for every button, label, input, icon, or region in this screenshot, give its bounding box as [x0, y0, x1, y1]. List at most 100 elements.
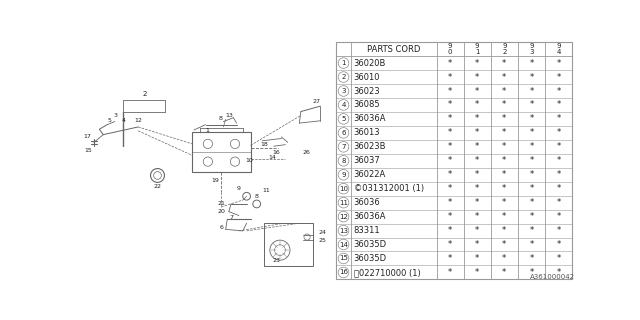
Text: 14: 14: [339, 242, 348, 247]
Text: *: *: [475, 142, 479, 151]
Text: *: *: [475, 254, 479, 263]
Text: *: *: [475, 198, 479, 207]
Text: *: *: [502, 226, 506, 235]
Text: 3: 3: [341, 88, 346, 94]
Text: 1: 1: [341, 60, 346, 66]
Text: *: *: [529, 268, 534, 277]
Text: 8: 8: [341, 158, 346, 164]
Text: *: *: [556, 240, 561, 249]
Bar: [193, 132, 250, 172]
Text: *: *: [556, 184, 561, 193]
Text: 36022A: 36022A: [353, 170, 386, 179]
Text: 25: 25: [319, 238, 326, 243]
Text: 21: 21: [218, 202, 226, 206]
Text: *: *: [448, 212, 452, 221]
Text: *: *: [448, 115, 452, 124]
Text: *: *: [502, 100, 506, 109]
Text: *: *: [502, 156, 506, 165]
Text: 36023: 36023: [353, 86, 380, 95]
Text: *: *: [529, 73, 534, 82]
Text: 11: 11: [262, 188, 270, 193]
Text: *: *: [448, 170, 452, 179]
Text: *: *: [556, 254, 561, 263]
Text: *: *: [475, 73, 479, 82]
Text: *: *: [529, 100, 534, 109]
Text: 36085: 36085: [353, 100, 380, 109]
Text: *: *: [448, 198, 452, 207]
Text: *: *: [448, 128, 452, 137]
Text: *: *: [556, 212, 561, 221]
Text: *: *: [475, 184, 479, 193]
Text: 14: 14: [268, 155, 276, 160]
Text: *: *: [475, 170, 479, 179]
Text: 24: 24: [319, 230, 326, 235]
Text: *: *: [502, 184, 506, 193]
Text: *: *: [502, 254, 506, 263]
Text: *: *: [556, 59, 561, 68]
Text: *: *: [475, 156, 479, 165]
Text: *: *: [502, 142, 506, 151]
Text: *: *: [529, 156, 534, 165]
Text: *: *: [529, 115, 534, 124]
Text: *: *: [475, 59, 479, 68]
Bar: [336, 42, 572, 279]
Text: 3: 3: [114, 113, 118, 118]
Text: *: *: [556, 156, 561, 165]
Text: 12: 12: [134, 118, 142, 123]
Text: *: *: [529, 212, 534, 221]
Text: 36037: 36037: [353, 156, 380, 165]
Text: 23: 23: [272, 258, 280, 263]
Text: *: *: [556, 100, 561, 109]
Text: *: *: [448, 226, 452, 235]
Text: 7: 7: [229, 214, 233, 220]
Text: PARTS CORD: PARTS CORD: [367, 45, 420, 54]
Text: *: *: [448, 268, 452, 277]
Text: *: *: [529, 240, 534, 249]
Text: 9
3: 9 3: [529, 43, 534, 55]
Text: *: *: [529, 170, 534, 179]
Text: *: *: [556, 268, 561, 277]
Bar: [264, 223, 312, 266]
Text: 13: 13: [225, 113, 233, 118]
Text: *: *: [475, 100, 479, 109]
Text: Ⓝ022710000 (1): Ⓝ022710000 (1): [353, 268, 420, 277]
Text: *: *: [556, 115, 561, 124]
Text: *: *: [556, 73, 561, 82]
Text: 2: 2: [142, 91, 147, 97]
Text: *: *: [475, 240, 479, 249]
Text: *: *: [529, 142, 534, 151]
Text: *: *: [448, 86, 452, 95]
Text: *: *: [529, 198, 534, 207]
Text: *: *: [502, 268, 506, 277]
Text: *: *: [448, 156, 452, 165]
Text: 26: 26: [302, 150, 310, 155]
Text: 36035D: 36035D: [353, 254, 387, 263]
Text: 16: 16: [339, 269, 348, 276]
Text: 27: 27: [312, 99, 321, 104]
Text: *: *: [502, 170, 506, 179]
Text: 16: 16: [272, 150, 280, 155]
Text: *: *: [502, 59, 506, 68]
Text: 9
4: 9 4: [556, 43, 561, 55]
Text: 18: 18: [260, 142, 268, 147]
Text: *: *: [529, 86, 534, 95]
Text: *: *: [529, 184, 534, 193]
Text: 36010: 36010: [353, 73, 380, 82]
Text: *: *: [502, 115, 506, 124]
Text: 19: 19: [212, 178, 220, 183]
Text: 15: 15: [84, 148, 92, 153]
Text: A361000042: A361000042: [529, 274, 575, 280]
Text: *: *: [448, 184, 452, 193]
Text: 4: 4: [122, 117, 125, 123]
Text: 36036A: 36036A: [353, 212, 386, 221]
Text: *: *: [556, 128, 561, 137]
Text: *: *: [448, 142, 452, 151]
Text: *: *: [529, 226, 534, 235]
Text: 22: 22: [154, 184, 161, 189]
Text: *: *: [502, 73, 506, 82]
Text: 2: 2: [341, 74, 346, 80]
Text: *: *: [475, 226, 479, 235]
Text: 1: 1: [205, 128, 209, 132]
Text: 9: 9: [237, 186, 241, 191]
Text: 12: 12: [339, 214, 348, 220]
